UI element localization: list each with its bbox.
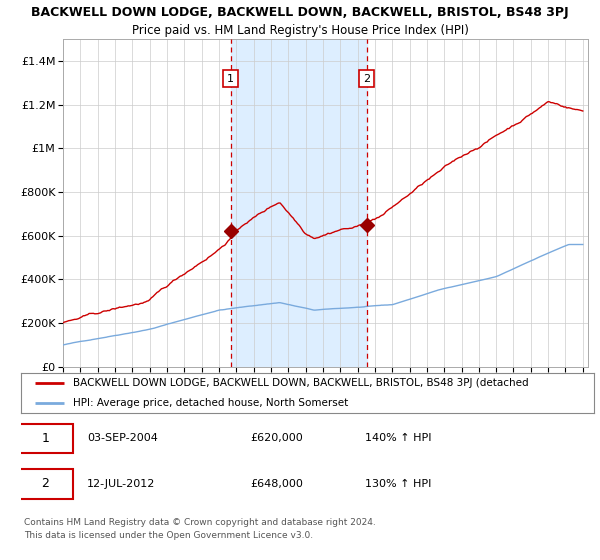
Text: 130% ↑ HPI: 130% ↑ HPI (365, 479, 431, 489)
FancyBboxPatch shape (18, 469, 73, 498)
Text: Contains HM Land Registry data © Crown copyright and database right 2024.
This d: Contains HM Land Registry data © Crown c… (24, 518, 376, 539)
Text: 2: 2 (41, 477, 49, 490)
Text: 1: 1 (227, 73, 234, 83)
Text: 1: 1 (41, 432, 49, 445)
Text: Price paid vs. HM Land Registry's House Price Index (HPI): Price paid vs. HM Land Registry's House … (131, 24, 469, 36)
Text: 03-SEP-2004: 03-SEP-2004 (87, 433, 158, 444)
Text: £620,000: £620,000 (250, 433, 303, 444)
Text: BACKWELL DOWN LODGE, BACKWELL DOWN, BACKWELL, BRISTOL, BS48 3PJ: BACKWELL DOWN LODGE, BACKWELL DOWN, BACK… (31, 6, 569, 18)
Text: 2: 2 (364, 73, 370, 83)
Text: 140% ↑ HPI: 140% ↑ HPI (365, 433, 431, 444)
Text: HPI: Average price, detached house, North Somerset: HPI: Average price, detached house, Nort… (73, 398, 348, 408)
Text: £648,000: £648,000 (250, 479, 303, 489)
Bar (230, 39, 367, 367)
FancyBboxPatch shape (18, 424, 73, 453)
Text: BACKWELL DOWN LODGE, BACKWELL DOWN, BACKWELL, BRISTOL, BS48 3PJ (detached: BACKWELL DOWN LODGE, BACKWELL DOWN, BACK… (73, 378, 528, 388)
Text: 12-JUL-2012: 12-JUL-2012 (87, 479, 155, 489)
